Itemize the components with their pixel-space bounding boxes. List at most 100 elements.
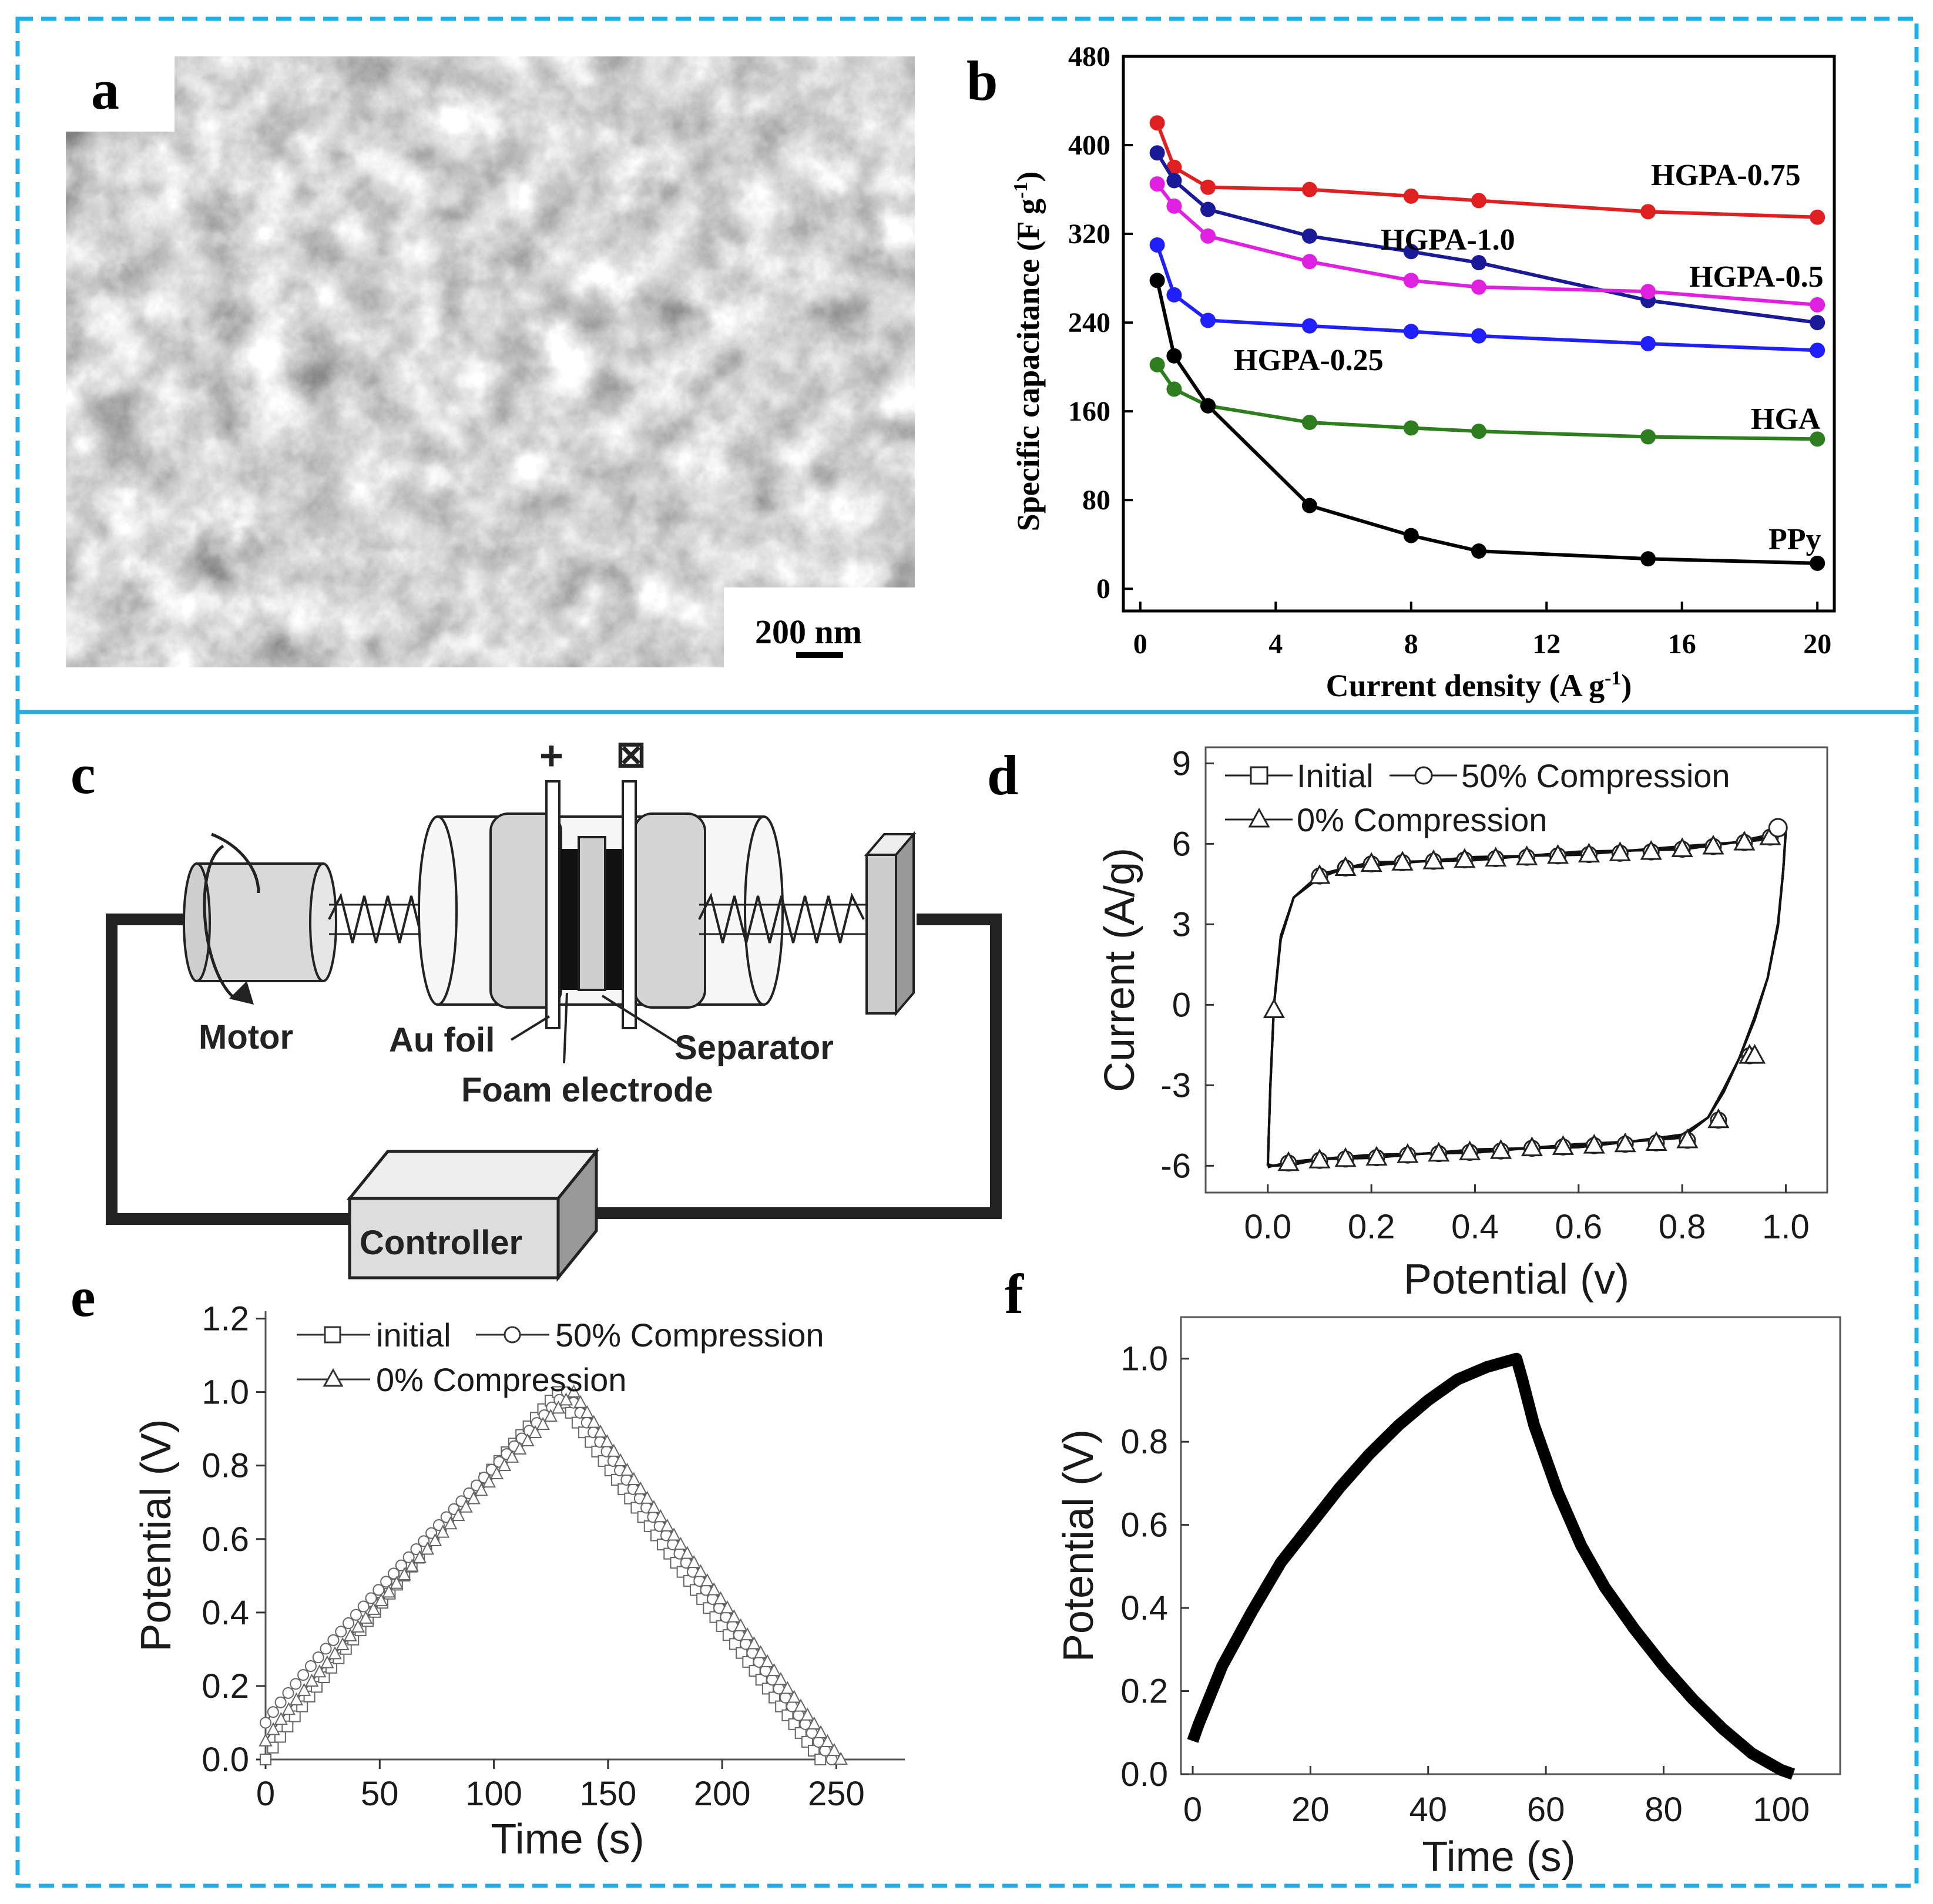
panel-letter-b: b xyxy=(966,49,998,112)
marker-triangle xyxy=(320,1655,334,1668)
marker-triangle xyxy=(474,1483,488,1496)
series-label: HGPA-1.0 xyxy=(1381,223,1515,257)
end-plate xyxy=(864,831,917,1017)
marker-triangle xyxy=(580,1405,594,1418)
data-point xyxy=(1149,145,1165,161)
y-tick-label: -3 xyxy=(1160,1066,1191,1104)
bottom-border xyxy=(15,710,1919,1888)
marker-triangle xyxy=(1552,1135,1574,1155)
data-point xyxy=(1149,176,1165,192)
controller-box: Controller xyxy=(346,1147,600,1282)
marker-circle xyxy=(282,1687,294,1699)
y-axis-label: Specific capacitance (F g-1) xyxy=(1010,172,1046,532)
marker-triangle xyxy=(1308,864,1331,884)
data-point xyxy=(1471,543,1486,559)
marker-triangle xyxy=(720,1600,734,1614)
marker-triangle xyxy=(760,1654,774,1667)
marker-circle xyxy=(290,1678,302,1690)
chart-e: 0 50 100 150 200 250 0.0 0.2 0.4 0.6 0.8 1.0 1.2 Time… xyxy=(133,1300,905,1863)
panel-f: f 0 20 40 60 80 100 0.0 0.2 0.4 0.6 0.8 1.0 Time (s)… xyxy=(1005,1262,1841,1881)
series-label: HGPA-0.5 xyxy=(1689,260,1824,294)
x-tick-label: 12 xyxy=(1532,629,1561,660)
sem-image xyxy=(66,56,915,667)
marker-triangle xyxy=(727,1609,741,1623)
marker-triangle xyxy=(747,1636,761,1650)
panel-e: e 0 50 100 150 200 250 0.0 0.2 0.4 0.6 0.8 1.0 1.2 Ti… xyxy=(71,1265,905,1863)
data-point xyxy=(1149,237,1165,253)
x-tick-label: 60 xyxy=(1527,1791,1565,1829)
marker-triangle xyxy=(1578,842,1600,863)
data-point xyxy=(1301,228,1317,244)
marker-triangle xyxy=(551,1401,565,1414)
marker-triangle xyxy=(734,1618,748,1631)
marker-triangle xyxy=(274,1711,288,1725)
legend-label: 50% Compression xyxy=(1461,757,1730,794)
data-point xyxy=(1640,335,1656,351)
marker-triangle xyxy=(451,1507,465,1521)
panel-letter-c: c xyxy=(71,743,96,805)
data-point xyxy=(1403,244,1419,260)
marker-triangle xyxy=(305,1673,319,1687)
y-axis-label: Potential (V) xyxy=(1055,1429,1102,1662)
legend-label: 0% Compression xyxy=(376,1361,626,1398)
marker-triangle xyxy=(289,1692,304,1705)
x-tick-label: 100 xyxy=(465,1775,522,1813)
data-point xyxy=(1301,415,1317,431)
plot-frame xyxy=(1122,55,1836,613)
marker-triangle xyxy=(412,1550,427,1563)
x-tick-label: 250 xyxy=(808,1775,865,1813)
data-point xyxy=(1471,193,1486,209)
wire-right xyxy=(579,914,1002,1219)
marker-triangle xyxy=(787,1690,801,1703)
marker-triangle xyxy=(1645,1131,1667,1151)
x-tick-label: 20 xyxy=(1291,1791,1330,1829)
marker-circle xyxy=(297,1669,310,1681)
marker-triangle xyxy=(382,1584,396,1598)
motor xyxy=(183,832,337,1005)
legend-square-marker xyxy=(324,1326,341,1344)
data-point xyxy=(1166,198,1182,214)
y-tick-label: 0 xyxy=(1172,986,1191,1024)
x-tick-label: 0.0 xyxy=(1244,1208,1291,1246)
marker-triangle xyxy=(600,1434,615,1448)
x-axis-label: Current density (A g-1) xyxy=(1326,667,1632,703)
legend-square-marker xyxy=(1250,766,1268,785)
data-point xyxy=(1640,204,1656,220)
marker-square xyxy=(814,1754,827,1765)
y-tick-label: 1.2 xyxy=(202,1300,249,1338)
data-point xyxy=(1200,179,1216,195)
marker-triangle xyxy=(620,1462,635,1476)
marker-triangle xyxy=(1454,848,1476,868)
marker-triangle xyxy=(627,1472,641,1485)
marker-triangle xyxy=(713,1591,728,1604)
marker-triangle xyxy=(420,1542,435,1555)
marker-triangle xyxy=(740,1627,754,1641)
cell-cylinder xyxy=(418,780,784,1029)
marker-circle xyxy=(320,1643,332,1655)
marker-triangle xyxy=(374,1593,388,1607)
y-tick-label: 3 xyxy=(1172,905,1191,943)
marker-triangle xyxy=(647,1500,661,1513)
marker-triangle xyxy=(640,1490,655,1504)
cv-loop-2 xyxy=(1266,827,1787,1167)
marker-triangle xyxy=(794,1698,808,1712)
data-point xyxy=(1149,357,1165,372)
marker-triangle xyxy=(687,1555,701,1569)
motor-label: Motor xyxy=(199,1018,293,1056)
marker-triangle xyxy=(521,1433,535,1446)
marker-triangle xyxy=(834,1751,848,1765)
scale-bar xyxy=(796,652,843,658)
series-label: PPy xyxy=(1768,523,1821,556)
y-tick-label: 0.0 xyxy=(202,1741,249,1779)
data-point xyxy=(1301,318,1317,334)
chart-d: 0.0 0.2 0.4 0.6 0.8 1.0 -6 -3 0 3 6 9 Potential (v) C… xyxy=(1096,744,1828,1303)
legend-circle-marker xyxy=(1414,766,1433,785)
panel-letter-e: e xyxy=(71,1265,96,1328)
marker-triangle xyxy=(1733,830,1756,851)
marker-triangle xyxy=(505,1449,519,1463)
x-tick-label: 0.4 xyxy=(1451,1208,1499,1246)
marker-circle xyxy=(372,1584,385,1596)
data-point xyxy=(1200,202,1216,217)
marker-triangle xyxy=(633,1481,647,1495)
y-tick-label: 160 xyxy=(1068,396,1110,427)
